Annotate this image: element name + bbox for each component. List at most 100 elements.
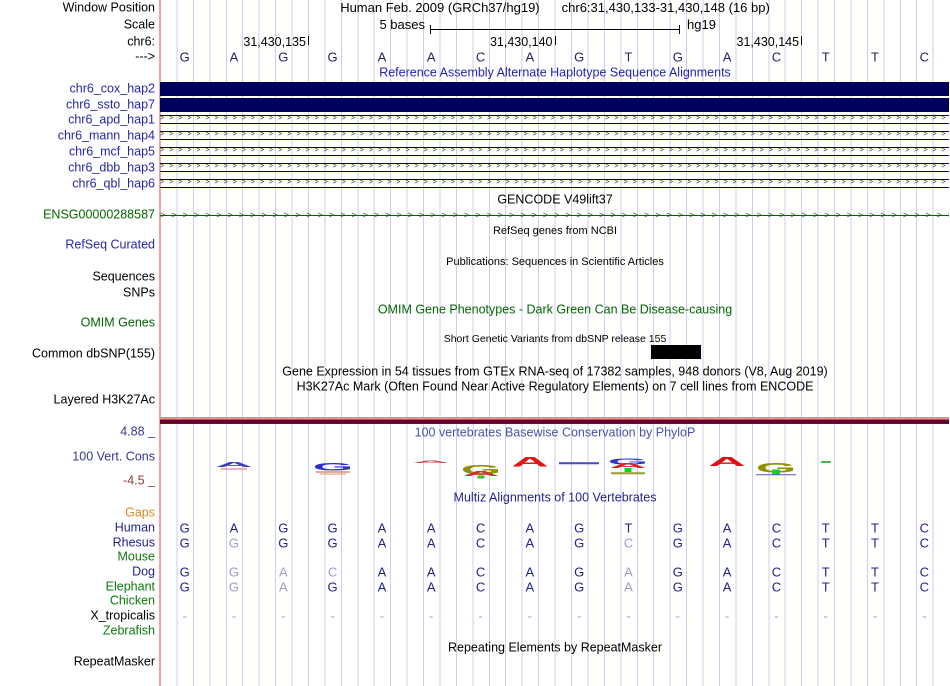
- track-label-chr6-apd-hap1[interactable]: chr6_apd_hap1: [68, 112, 155, 127]
- alignment-base-dog: C: [327, 564, 338, 580]
- alignment-base-elephant: G: [672, 579, 683, 595]
- track-label-cons-max: 4.88 _: [120, 424, 155, 439]
- track-label-chr6-ssto-hap7[interactable]: chr6_ssto_hap7: [66, 97, 155, 112]
- alignment-base-human: C: [919, 520, 930, 536]
- track-label-human[interactable]: Human: [114, 520, 155, 535]
- track-label-chicken[interactable]: Chicken: [109, 593, 155, 608]
- haplotype-bar-chr6-cox-hap2-bar[interactable]: [160, 82, 949, 96]
- phylop-logo-bar: [319, 473, 346, 474]
- title-refseq: RefSeq genes from NCBI: [492, 224, 618, 237]
- haplotype-bar-chr6-apd-hap1-bar[interactable]: >>>>>>>>>>>>>>>>>>>>>>>>>>>>>>>>>>>>>>>>…: [160, 115, 949, 124]
- phylop-logo-letter: A: [609, 462, 648, 470]
- alignment-base-elephant: C: [919, 579, 930, 595]
- position-text: chr6:31,430,133-31,430,148 (16 bp): [561, 0, 770, 16]
- ruler-base: G: [327, 49, 338, 65]
- dbsnp-variant-bar[interactable]: [651, 345, 701, 359]
- alignment-base-x_tropicalis: -: [330, 608, 335, 624]
- alignment-base-rhesus: A: [377, 535, 387, 551]
- alignment-base-dog: C: [475, 564, 486, 580]
- alignment-base-x_tropicalis: -: [774, 608, 779, 624]
- haplotype-bar-chr6-mcf-hap5-bar[interactable]: >>>>>>>>>>>>>>>>>>>>>>>>>>>>>>>>>>>>>>>>…: [160, 147, 949, 156]
- ruler-base: G: [672, 49, 683, 65]
- alignment-base-dog: C: [771, 564, 782, 580]
- alignment-base-elephant: A: [525, 579, 535, 595]
- phylop-logo-letter: A: [412, 460, 451, 464]
- track-label-omim-genes[interactable]: OMIM Genes: [80, 315, 155, 330]
- track-label-gencode-gene[interactable]: ENSG00000288587: [43, 207, 155, 222]
- track-label-rhesus[interactable]: Rhesus: [112, 535, 155, 550]
- haplotype-bar-chr6-ssto-hap7-bar[interactable]: [160, 98, 949, 112]
- phylop-logo-bar: [611, 472, 646, 474]
- track-label-chr6-mcf-hap5[interactable]: chr6_mcf_hap5: [68, 144, 155, 159]
- alignment-base-dog: A: [426, 564, 436, 580]
- track-label-elephant[interactable]: Elephant: [105, 579, 155, 594]
- track-label-mouse[interactable]: Mouse: [117, 549, 155, 564]
- alignment-base-rhesus: G: [327, 535, 338, 551]
- phylop-logo-letter: A: [215, 461, 253, 469]
- track-label-dog[interactable]: Dog: [132, 564, 155, 579]
- track-label-chr6-dbb-hap3[interactable]: chr6_dbb_hap3: [68, 160, 155, 175]
- track-label-chr6-mann-hap4[interactable]: chr6_mann_hap4: [57, 128, 155, 143]
- alignment-base-x_tropicalis: -: [872, 608, 878, 624]
- base-position-gridlines: [160, 0, 949, 686]
- alignment-base-x_tropicalis: -: [429, 608, 434, 624]
- track-label-chr6-qbl-hap6[interactable]: chr6_qbl_hap6: [72, 176, 155, 191]
- ruler-base: G: [574, 49, 585, 65]
- ruler-base: C: [475, 49, 486, 65]
- alignment-base-x_tropicalis: -: [281, 608, 286, 624]
- track-label-gaps[interactable]: Gaps: [125, 505, 155, 520]
- alignment-base-dog: A: [722, 564, 732, 580]
- alignment-base-x_tropicalis: -: [576, 608, 582, 624]
- alignment-base-human: A: [377, 520, 387, 536]
- haplotype-bar-chr6-dbb-hap3-bar[interactable]: >>>>>>>>>>>>>>>>>>>>>>>>>>>>>>>>>>>>>>>>…: [160, 163, 949, 172]
- alignment-base-x_tropicalis: -: [478, 608, 483, 624]
- alignment-base-elephant: A: [722, 579, 732, 595]
- alignment-base-x_tropicalis: -: [379, 608, 385, 624]
- ruler-tick: [801, 36, 803, 45]
- track-label-strand: --->: [135, 49, 155, 64]
- haplotype-bar-chr6-qbl-hap6-bar[interactable]: >>>>>>>>>>>>>>>>>>>>>>>>>>>>>>>>>>>>>>>>…: [160, 179, 949, 188]
- track-label-zebrafish[interactable]: Zebrafish: [102, 623, 155, 638]
- track-label-snps[interactable]: SNPs: [123, 285, 155, 300]
- track-label-refseq-curated[interactable]: RefSeq Curated: [65, 237, 155, 252]
- ruler-base: T: [871, 49, 880, 65]
- title-repeatmasker: Repeating Elements by RepeatMasker: [447, 640, 663, 655]
- alignment-base-human: T: [821, 520, 830, 536]
- ruler-tick: [554, 36, 556, 45]
- alignment-base-rhesus: A: [426, 535, 436, 551]
- track-label-repeatmasker[interactable]: RepeatMasker: [73, 654, 155, 669]
- alignment-base-rhesus: C: [919, 535, 930, 551]
- gene-direction-arrows[interactable]: >>>>>>>>>>>>>>>>>>>>>>>>>>>>>>>>>>>>>>>>…: [160, 211, 949, 220]
- haplotype-bar-chr6-mann-hap4-bar[interactable]: >>>>>>>>>>>>>>>>>>>>>>>>>>>>>>>>>>>>>>>>…: [160, 131, 949, 140]
- alignment-base-dog: G: [574, 564, 585, 580]
- h3k27ac-layer-1[interactable]: [160, 417, 949, 419]
- phylop-logo-bar: [756, 473, 797, 476]
- title-multiz: Multiz Alignments of 100 Vertebrates: [453, 490, 657, 505]
- scale-bar: [430, 25, 680, 34]
- phylop-logo-letter: G: [312, 460, 353, 474]
- ruler-base: T: [821, 49, 830, 65]
- track-label-layered-h3k27ac[interactable]: Layered H3K27Ac: [53, 392, 155, 407]
- track-label-common-dbsnp[interactable]: Common dbSNP(155): [32, 346, 155, 361]
- h3k27ac-layer-2[interactable]: [160, 418, 949, 420]
- track-label-sequences[interactable]: Sequences: [92, 269, 155, 284]
- alignment-base-x_tropicalis: -: [626, 608, 631, 624]
- track-label-vert-cons[interactable]: 100 Vert. Cons: [72, 449, 155, 464]
- alignment-base-rhesus: T: [871, 535, 880, 551]
- track-label-chr6-cox-hap2[interactable]: chr6_cox_hap2: [69, 81, 155, 96]
- title-gencode: GENCODE V49lift37: [497, 192, 613, 207]
- ruler-base: C: [919, 49, 930, 65]
- alignment-base-elephant: C: [771, 579, 782, 595]
- alignment-base-elephant: T: [821, 579, 830, 595]
- alignment-base-human: G: [574, 520, 585, 536]
- h3k27ac-layer-4[interactable]: [160, 422, 949, 424]
- track-label-x-tropicalis[interactable]: X_tropicalis: [90, 608, 155, 623]
- phylop-logo-letter: A: [511, 454, 549, 470]
- phylop-logo-bar: [772, 469, 781, 475]
- title-dbsnp: Short Genetic Variants from dbSNP releas…: [443, 332, 667, 345]
- alignment-base-human: C: [771, 520, 782, 536]
- alignment-base-dog: G: [179, 564, 190, 580]
- alignment-base-dog: T: [821, 564, 830, 580]
- h3k27ac-layer-3[interactable]: [160, 420, 949, 423]
